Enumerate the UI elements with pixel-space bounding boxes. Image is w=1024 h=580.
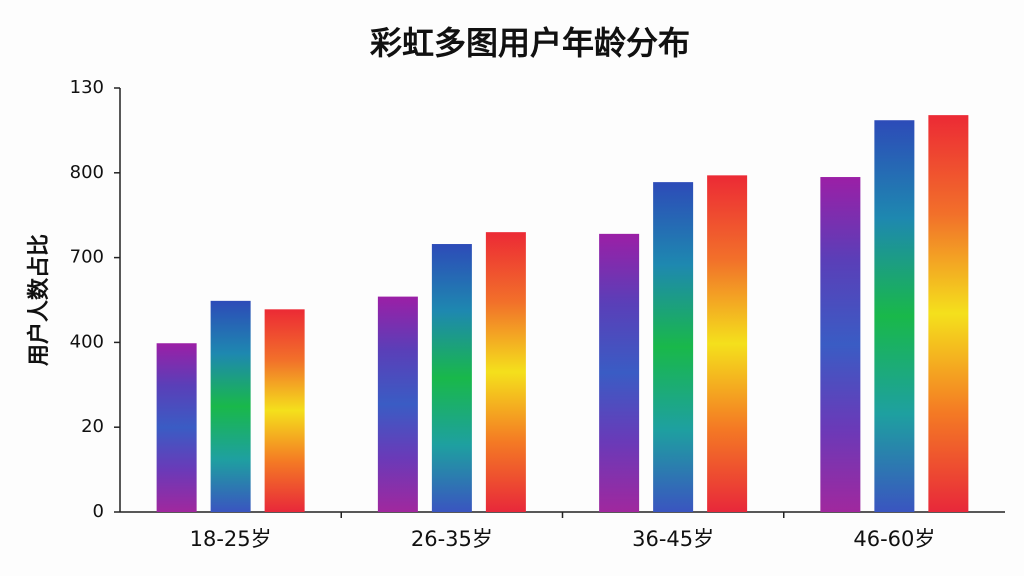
chart-title: 彩虹多图用户年龄分布: [370, 24, 690, 62]
bar: [707, 175, 748, 512]
bar: [264, 309, 305, 512]
bar: [653, 182, 694, 513]
bar: [210, 300, 251, 512]
y-tick-label: 130: [70, 77, 104, 98]
bar: [874, 120, 915, 512]
y-tick-label: 800: [70, 162, 104, 183]
x-tick-label: 18-25岁: [190, 527, 272, 551]
bar: [599, 233, 640, 512]
y-tick-label: 700: [70, 247, 104, 268]
x-tick-label: 46-60岁: [853, 527, 935, 551]
y-tick-label: 20: [81, 416, 104, 437]
bar: [485, 232, 526, 512]
y-axis-label: 用户人数占比: [26, 234, 52, 366]
bar: [820, 177, 861, 513]
y-tick-label: 400: [70, 331, 104, 352]
bar: [431, 244, 472, 513]
y-tick-label: 0: [93, 501, 104, 522]
x-tick-label: 26-35岁: [411, 527, 493, 551]
x-tick-label: 36-45岁: [632, 527, 714, 551]
bar: [156, 343, 197, 512]
bar: [928, 115, 969, 513]
bar: [377, 296, 418, 512]
